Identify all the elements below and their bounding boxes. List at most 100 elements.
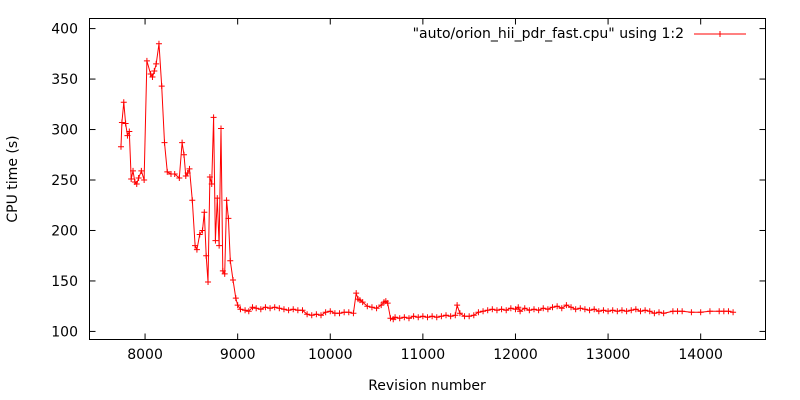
data-point <box>515 304 522 311</box>
data-point <box>572 306 579 313</box>
data-point <box>353 290 360 297</box>
data-point <box>507 305 514 312</box>
data-point <box>130 167 137 174</box>
data-point <box>484 307 491 314</box>
data-point <box>688 309 695 316</box>
data-point <box>299 307 306 314</box>
data-point <box>429 313 436 320</box>
y-tick-label: 350 <box>51 72 78 88</box>
data-point <box>706 308 713 315</box>
data-point <box>470 312 477 319</box>
data-point <box>679 308 686 315</box>
data-point <box>554 303 561 310</box>
data-point <box>141 177 148 184</box>
data-point <box>336 310 343 317</box>
data-point <box>618 307 625 314</box>
data-point <box>632 306 639 313</box>
data-point <box>318 312 325 319</box>
data-point <box>262 304 269 311</box>
data-point <box>581 306 588 313</box>
data-point <box>313 311 320 318</box>
data-point <box>161 139 168 146</box>
data-point <box>327 308 334 315</box>
data-point <box>378 302 385 309</box>
data-point <box>656 309 663 316</box>
data-point <box>419 313 426 320</box>
data-point <box>503 307 510 314</box>
data-point <box>600 307 607 314</box>
data-point <box>208 181 215 188</box>
data-point <box>642 307 649 314</box>
data-point <box>438 313 445 320</box>
data-point <box>203 252 210 259</box>
data-point <box>138 167 145 174</box>
data-point <box>401 314 408 321</box>
data-point <box>225 215 232 222</box>
data-point <box>118 119 125 126</box>
legend-marker <box>717 31 723 37</box>
data-point <box>193 246 200 253</box>
data-point <box>182 172 189 179</box>
data-point <box>205 278 212 285</box>
data-point <box>475 309 482 316</box>
y-tick-label: 250 <box>51 173 78 189</box>
series-layer <box>117 40 737 323</box>
data-point <box>373 305 380 312</box>
x-axis-label: Revision number <box>368 378 486 394</box>
data-point <box>595 308 602 315</box>
data-point <box>164 168 171 175</box>
data-point <box>568 304 575 311</box>
y-tick-label: 300 <box>51 123 78 139</box>
data-point <box>454 302 461 309</box>
data-point <box>290 306 297 313</box>
data-point <box>230 276 237 283</box>
data-point <box>697 309 704 316</box>
data-point <box>544 306 551 313</box>
data-point <box>563 302 570 309</box>
data-point <box>276 305 283 312</box>
data-point <box>124 132 131 139</box>
data-point <box>189 197 196 204</box>
data-point <box>609 307 616 314</box>
data-point <box>424 314 431 321</box>
data-point <box>217 125 224 132</box>
data-point <box>176 174 183 181</box>
data-point <box>133 181 140 188</box>
data-point <box>126 128 133 135</box>
data-point <box>184 169 191 176</box>
data-point <box>158 83 165 90</box>
data-point <box>180 151 187 158</box>
data-point <box>605 308 612 315</box>
data-point <box>186 165 193 172</box>
data-point <box>267 305 274 312</box>
data-point <box>466 313 473 320</box>
data-point <box>128 176 135 182</box>
data-point <box>392 314 399 321</box>
y-axis-label: CPU time (s) <box>5 135 21 222</box>
data-point <box>526 307 533 314</box>
data-point <box>253 305 260 312</box>
data-point <box>447 313 454 320</box>
data-point <box>245 308 252 315</box>
data-point <box>651 310 658 317</box>
data-point <box>234 302 241 309</box>
data-point <box>210 114 217 121</box>
data-point <box>628 307 635 314</box>
y-tick-label: 100 <box>51 324 78 340</box>
y-tick-label: 400 <box>51 22 78 38</box>
data-point <box>223 197 230 204</box>
data-point <box>155 40 162 47</box>
x-tick-label: 12000 <box>493 347 538 363</box>
data-point <box>456 310 463 317</box>
plot-frame <box>89 18 766 340</box>
data-point <box>179 139 186 146</box>
data-point <box>410 313 417 320</box>
data-point <box>192 242 199 249</box>
data-point <box>517 308 524 315</box>
data-point <box>214 195 221 202</box>
data-point <box>646 308 653 315</box>
data-point <box>540 305 547 312</box>
data-point <box>143 57 150 64</box>
data-point <box>577 305 584 312</box>
